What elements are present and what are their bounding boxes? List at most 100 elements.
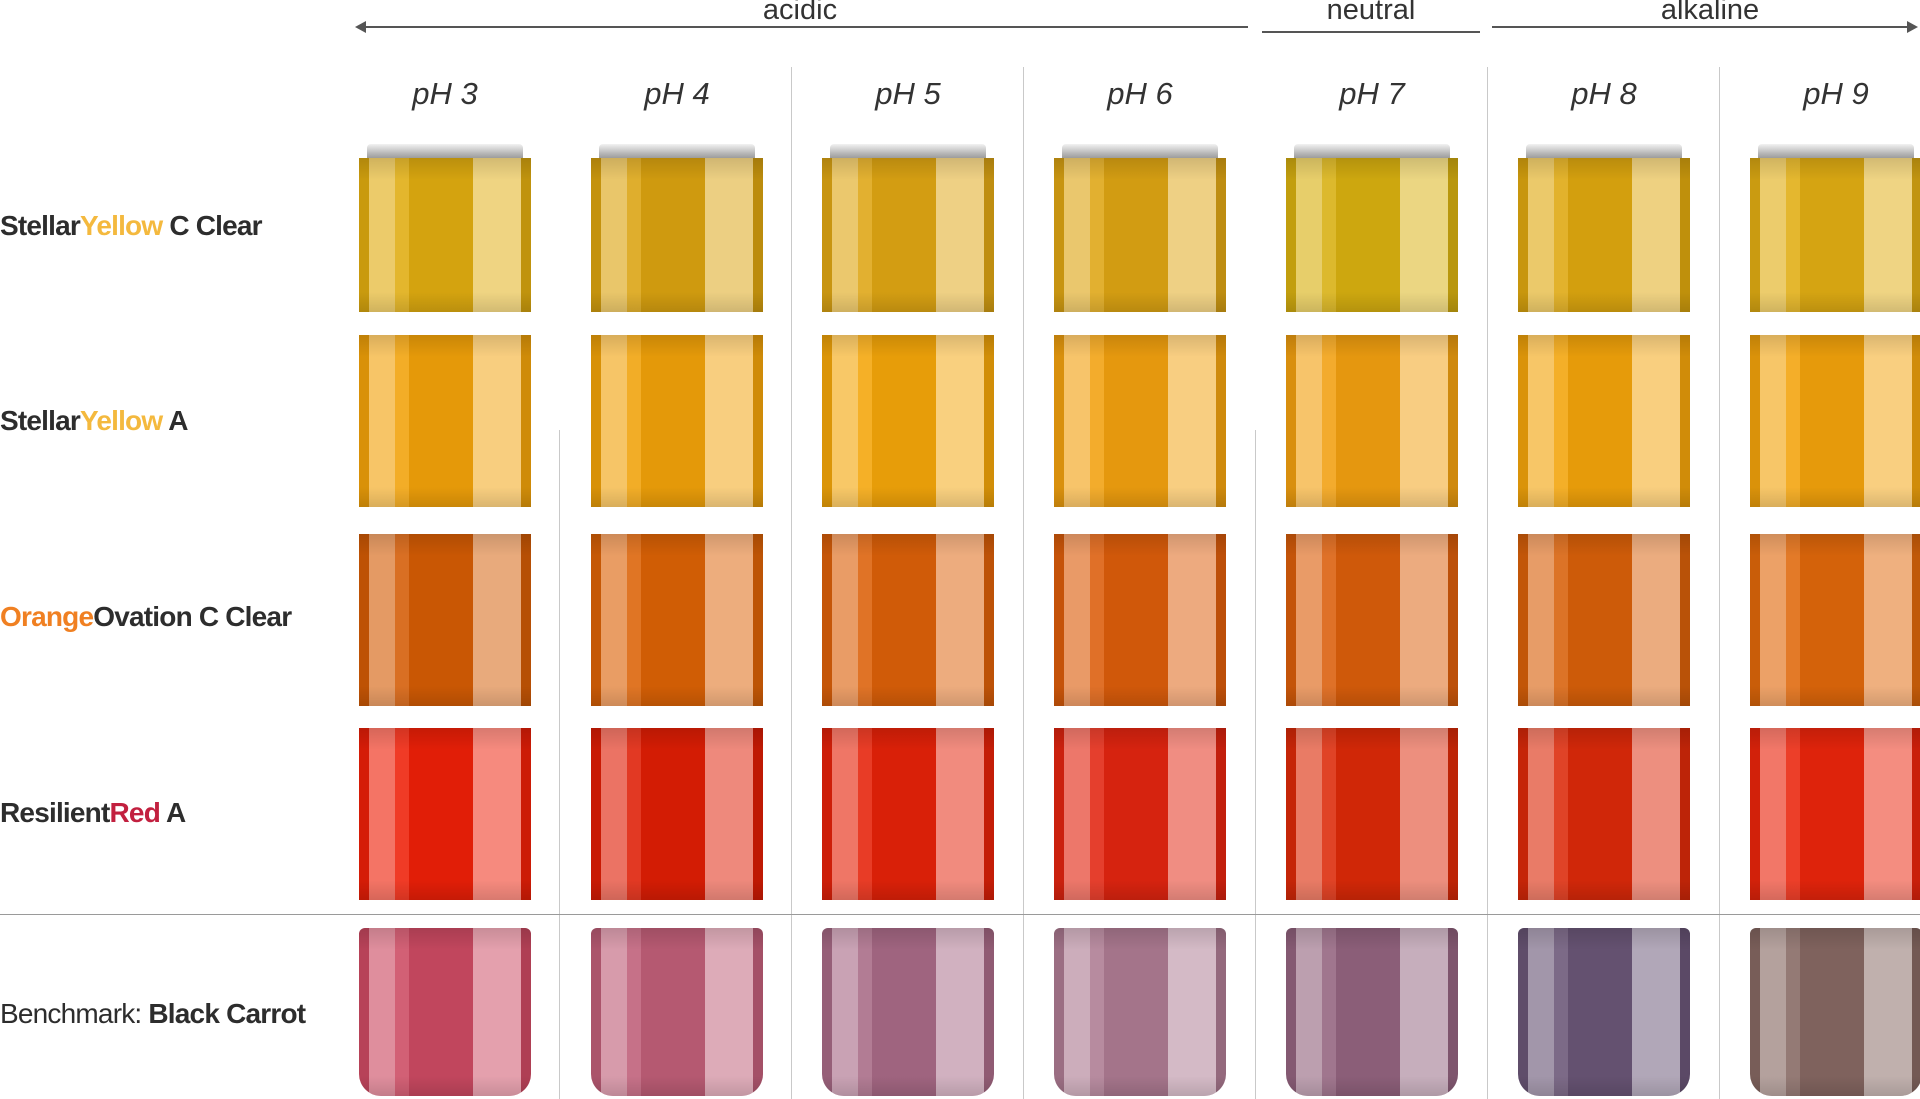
jar-highlight [1448, 728, 1458, 900]
jar-highlight [1286, 158, 1296, 312]
jar-highlight [473, 335, 521, 507]
jar-highlight [1750, 534, 1760, 706]
sample-jar [1750, 534, 1920, 706]
jar-highlight [1054, 335, 1064, 507]
jar-highlight [521, 158, 531, 312]
jar-highlight [1750, 487, 1920, 507]
jar-highlight [409, 534, 473, 706]
jar-highlight [1518, 686, 1690, 706]
jar-highlight [1680, 928, 1690, 1096]
jar-highlight [359, 928, 369, 1096]
jar-highlight [1528, 728, 1554, 900]
jar-highlight [832, 335, 858, 507]
jar-highlight [1786, 335, 1800, 507]
jar-highlight [832, 728, 858, 900]
row-label: StellarYellow A [0, 405, 189, 437]
jar-highlight [1912, 928, 1920, 1096]
jar-highlight [1286, 686, 1458, 706]
sample-jar [822, 158, 994, 312]
jar-highlight [1400, 728, 1448, 900]
jar-highlight [1216, 158, 1226, 312]
jar-highlight [822, 335, 832, 507]
jar-highlight [369, 534, 395, 706]
jar-highlight [872, 928, 936, 1096]
sample-jar [1286, 335, 1458, 507]
sample-jar [1286, 158, 1458, 312]
jar-highlight [1336, 335, 1400, 507]
jar-highlight [1054, 534, 1064, 706]
jar-highlight [591, 292, 763, 312]
jar-highlight [369, 335, 395, 507]
jar-highlight [1090, 158, 1104, 312]
jar-highlight [627, 728, 641, 900]
jar-highlight [858, 158, 872, 312]
jar-highlight [591, 686, 763, 706]
jar-highlight [1400, 928, 1448, 1096]
jar-highlight [1336, 158, 1400, 312]
jar-highlight [641, 534, 705, 706]
jar-lid [367, 144, 523, 158]
ph-column-header: pH 6 [1107, 76, 1173, 111]
jar-highlight [1400, 534, 1448, 706]
jar-highlight [359, 534, 369, 706]
column-divider [1255, 430, 1256, 1099]
jar-highlight [1528, 158, 1554, 312]
jar-highlight [591, 335, 601, 507]
jar-highlight [1568, 158, 1632, 312]
sample-jar [1750, 728, 1920, 900]
jar-highlight [1750, 292, 1920, 312]
jar-highlight [601, 534, 627, 706]
sample-jar [1518, 534, 1690, 706]
row-label-accent: Orange [0, 601, 94, 632]
jar-highlight [822, 928, 994, 950]
jar-highlight [601, 728, 627, 900]
jar-highlight [1568, 928, 1632, 1096]
row-label-pre: Benchmark: [0, 998, 149, 1029]
sample-jar [359, 335, 531, 507]
jar-highlight [369, 158, 395, 312]
jar-highlight [359, 534, 531, 556]
sample-jar [591, 335, 763, 507]
ph-column-header: pH 7 [1339, 76, 1405, 111]
jar-highlight [1054, 534, 1226, 556]
jar-highlight [822, 880, 994, 900]
sample-jar [591, 158, 763, 312]
jar-highlight [473, 158, 521, 312]
jar-highlight [641, 728, 705, 900]
jar-highlight [1054, 335, 1226, 357]
jar-highlight [1518, 335, 1690, 357]
jar-highlight [1104, 928, 1168, 1096]
jar-highlight [1528, 335, 1554, 507]
jar-highlight [1322, 335, 1336, 507]
jar-highlight [753, 534, 763, 706]
jar-highlight [627, 335, 641, 507]
jar-highlight [1296, 534, 1322, 706]
jar-highlight [627, 158, 641, 312]
jar-highlight [936, 928, 984, 1096]
row-label-accent: Red [109, 797, 161, 828]
jar-highlight [705, 928, 753, 1096]
jar-highlight [1864, 534, 1912, 706]
jar-highlight [1800, 728, 1864, 900]
sample-jar [1286, 928, 1458, 1096]
jar-highlight [1064, 158, 1090, 312]
jar-highlight [1168, 158, 1216, 312]
jar-highlight [1168, 534, 1216, 706]
jar-highlight [359, 335, 369, 507]
column-divider [791, 67, 792, 1099]
jar-highlight [1286, 292, 1458, 312]
jar-highlight [1518, 728, 1690, 750]
jar-highlight [1090, 928, 1104, 1096]
jar-highlight [822, 728, 832, 900]
jar-highlight [1760, 335, 1786, 507]
jar-highlight [409, 728, 473, 900]
jar-highlight [1786, 728, 1800, 900]
benchmark-separator [0, 914, 1920, 915]
row-label-accent: Yellow [80, 210, 163, 241]
jar-highlight [1104, 728, 1168, 900]
jar-highlight [359, 880, 531, 900]
jar-highlight [1448, 534, 1458, 706]
jar-highlight [1518, 158, 1690, 180]
jar-highlight [858, 335, 872, 507]
